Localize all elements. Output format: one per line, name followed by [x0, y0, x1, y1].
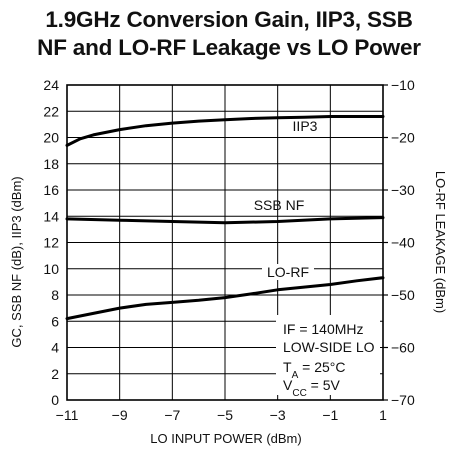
tick-labels: −11 −9 −7 −5 −3 −1 1024681012141618202224−70−6…: [43, 77, 415, 423]
y2-tick-label: −30: [391, 182, 415, 198]
x-tick-label: −1: [322, 407, 338, 423]
y2-tick-label: −70: [391, 392, 415, 408]
y-tick-label: 16: [43, 182, 59, 198]
condition-lo-side: LOW-SIDE LO: [283, 339, 375, 355]
y-tick-label: 2: [51, 366, 59, 382]
x-tick-label: 1: [379, 407, 387, 423]
series-label-ssb-nf: SSB NF: [254, 197, 305, 213]
x-axis-label: LO INPUT POWER (dBm): [150, 431, 301, 446]
y-tick-label: 22: [43, 103, 59, 119]
series-layer: [65, 115, 385, 321]
y-tick-label: 0: [51, 392, 59, 408]
series-label-lo-rf: LO-RF: [267, 264, 309, 280]
lo-rf-label-background: [262, 264, 314, 280]
y2-tick-label: −40: [391, 235, 415, 251]
conditions-box: IF = 140MHz LOW-SIDE LO TA = 25°C VCC = …: [283, 321, 375, 399]
condition-vcc: VCC = 5V: [283, 377, 341, 399]
plot-frame: [66, 84, 384, 401]
y-axis-label: GC, SSB NF (dB), IIP3 (dBm): [9, 176, 24, 347]
x-tick-label: −9: [112, 407, 128, 423]
x-tick-label: −11: [56, 407, 79, 423]
y-tick-label: 4: [51, 340, 59, 356]
y2-tick-label: −10: [391, 77, 415, 93]
condition-ta: TA = 25°C: [283, 359, 345, 381]
y-tick-label: 6: [51, 313, 59, 329]
chart-title-line-1: 1.9GHz Conversion Gain, IIP3, SSB: [45, 7, 413, 32]
series-label-iip3: IIP3: [293, 118, 318, 134]
x-tick-label: −3: [270, 407, 286, 423]
chart-title: 1.9GHz Conversion Gain, IIP3, SSB NF and…: [0, 6, 458, 62]
x-tick-label: −5: [217, 407, 233, 423]
y2-tick-label: −60: [391, 340, 415, 356]
chart-title-line-2: NF and LO-RF Leakage vs LO Power: [37, 35, 421, 60]
y-tick-label: 12: [43, 235, 59, 251]
series-line-lo-rf: [65, 276, 385, 321]
conditions-background: [276, 315, 380, 395]
y-tick-label: 10: [43, 261, 59, 277]
series-line-ssb-nf: [65, 216, 385, 225]
y-tick-label: 14: [43, 208, 59, 224]
y2-axis-label: LO-RF LEAKAGE (dBm): [433, 171, 448, 313]
x-tick-label: −7: [164, 407, 180, 423]
y-tick-label: 8: [51, 287, 59, 303]
y-tick-label: 24: [43, 77, 59, 93]
y-tick-label: 20: [43, 130, 59, 146]
series-line-iip3: [65, 115, 385, 147]
y-tick-label: 18: [43, 156, 59, 172]
y2-tick-label: −20: [391, 130, 415, 146]
condition-if: IF = 140MHz: [283, 321, 364, 337]
y2-tick-label: −50: [391, 287, 415, 303]
